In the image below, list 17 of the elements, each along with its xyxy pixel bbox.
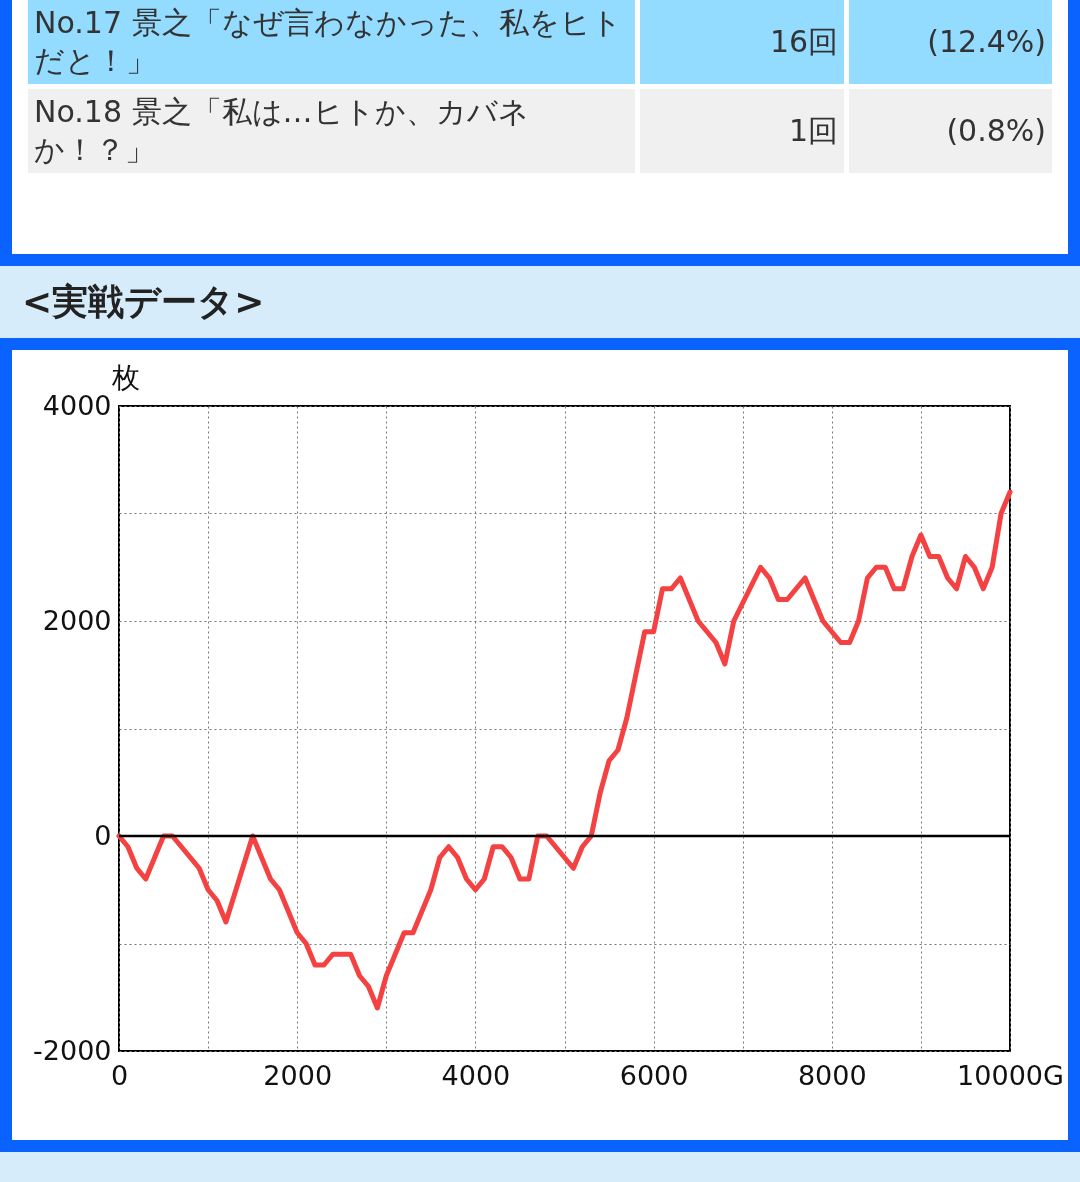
x-tick-label: 8000 <box>797 1059 867 1091</box>
x-tick-label: 10000G <box>957 1059 1064 1091</box>
y-tick-label: 0 <box>94 819 112 851</box>
x-tick-label: 4000 <box>441 1059 511 1091</box>
text: No.18 景之「私は…ヒトか、カバネか！？」 <box>28 89 636 173</box>
y-tick-label: -2000 <box>33 1034 112 1066</box>
chart-title: <実戦データ> <box>21 280 266 324</box>
text: 16回 <box>640 0 845 84</box>
text: No.17 景之「なぜ言わなかった、私をヒトだと！」 <box>28 0 636 84</box>
x-tick-label: 6000 <box>619 1059 689 1091</box>
y-axis-title: 枚 <box>110 360 140 394</box>
y-tick-label: 4000 <box>42 389 112 421</box>
y-tick-label: 2000 <box>42 604 112 636</box>
x-tick-label: 2000 <box>263 1059 333 1091</box>
text: (12.4%) <box>849 0 1052 84</box>
text: (0.8%) <box>849 89 1052 173</box>
text: 1回 <box>640 89 845 173</box>
